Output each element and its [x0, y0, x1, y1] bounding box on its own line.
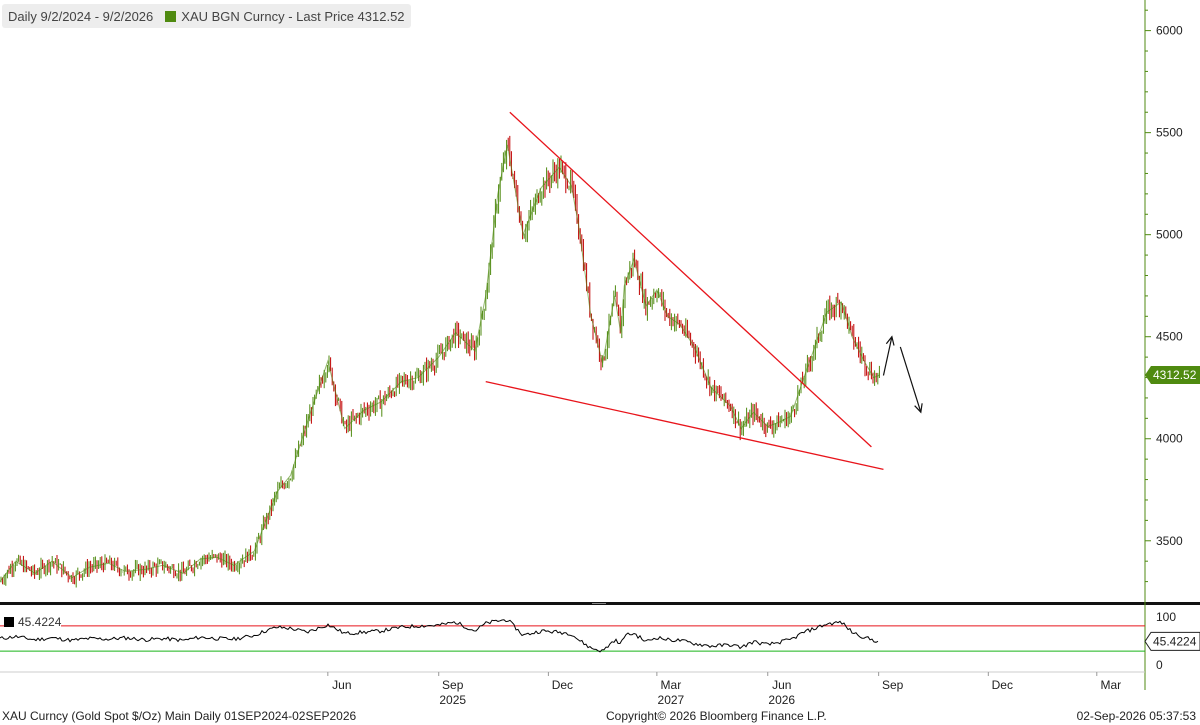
footer-instrument: XAU Curncy (Gold Spot $/Oz) Main Daily 0…	[2, 709, 357, 723]
legend-date-range: Daily 9/2/2024 - 9/2/2026	[8, 8, 154, 24]
axes: 3500 4000 4500 5000 5500 6000 4312.52 0 100 45.42…	[327, 9, 1200, 707]
last-price-label: 4312.52	[1153, 368, 1197, 382]
x-month-label: Dec	[552, 678, 573, 692]
x-month-label: Jun	[772, 678, 791, 692]
footer-copyright: Copyright© 2026 Bloomberg Finance L.P.	[606, 709, 827, 723]
trendline-0	[509, 111, 872, 448]
y-tick-label: 6000	[1156, 24, 1183, 38]
y-tick-label: 3500	[1156, 534, 1183, 548]
rsi-legend: 45.4224	[4, 615, 62, 629]
x-month-label: Mar	[661, 678, 682, 692]
rsi-last-label: 45.4224	[1153, 634, 1197, 648]
x-month-label: Jun	[332, 678, 351, 692]
y-tick-label: 4000	[1156, 432, 1183, 446]
rsi-tick-label: 100	[1156, 610, 1176, 624]
y-tick-label: 5500	[1156, 126, 1183, 140]
rsi-line	[0, 619, 879, 653]
divider-grip-icon	[592, 603, 606, 604]
y-tick-label: 4500	[1156, 330, 1183, 344]
annotations	[485, 111, 923, 470]
x-month-label: Dec	[992, 678, 1013, 692]
trendline-1	[485, 380, 884, 470]
rsi-swatch-icon	[4, 617, 14, 627]
chart-frame	[0, 0, 1200, 690]
price-line	[0, 144, 880, 582]
arrow-up-icon	[885, 335, 895, 346]
y-tick-label: 5000	[1156, 228, 1183, 242]
x-month-label: Sep	[442, 678, 464, 692]
legend-series-label: XAU BGN Curncy - Last Price 4312.52	[181, 8, 405, 24]
x-month-label: Sep	[882, 678, 904, 692]
legend-swatch-icon	[165, 10, 177, 22]
x-year-label: 2025	[439, 693, 466, 707]
x-year-label: 2026	[768, 693, 795, 707]
price-series	[0, 135, 880, 588]
arrow-down-icon	[914, 403, 923, 414]
rsi-last-tag	[1144, 631, 1200, 651]
footer-timestamp: 02-Sep-2026 05:37:53	[1076, 709, 1196, 723]
arrow-up-line	[882, 336, 893, 376]
x-month-label: Mar	[1100, 678, 1121, 692]
arrow-down-line	[899, 346, 922, 413]
chart-legend: Daily 9/2/2024 - 9/2/2026 XAU BGN Curncy…	[2, 4, 411, 28]
x-year-label: 2027	[658, 693, 685, 707]
rsi-legend-value: 45.4224	[18, 615, 62, 629]
last-price-tag	[1145, 365, 1200, 384]
rsi-tick-label: 0	[1156, 658, 1163, 672]
rsi-panel	[0, 619, 1145, 653]
